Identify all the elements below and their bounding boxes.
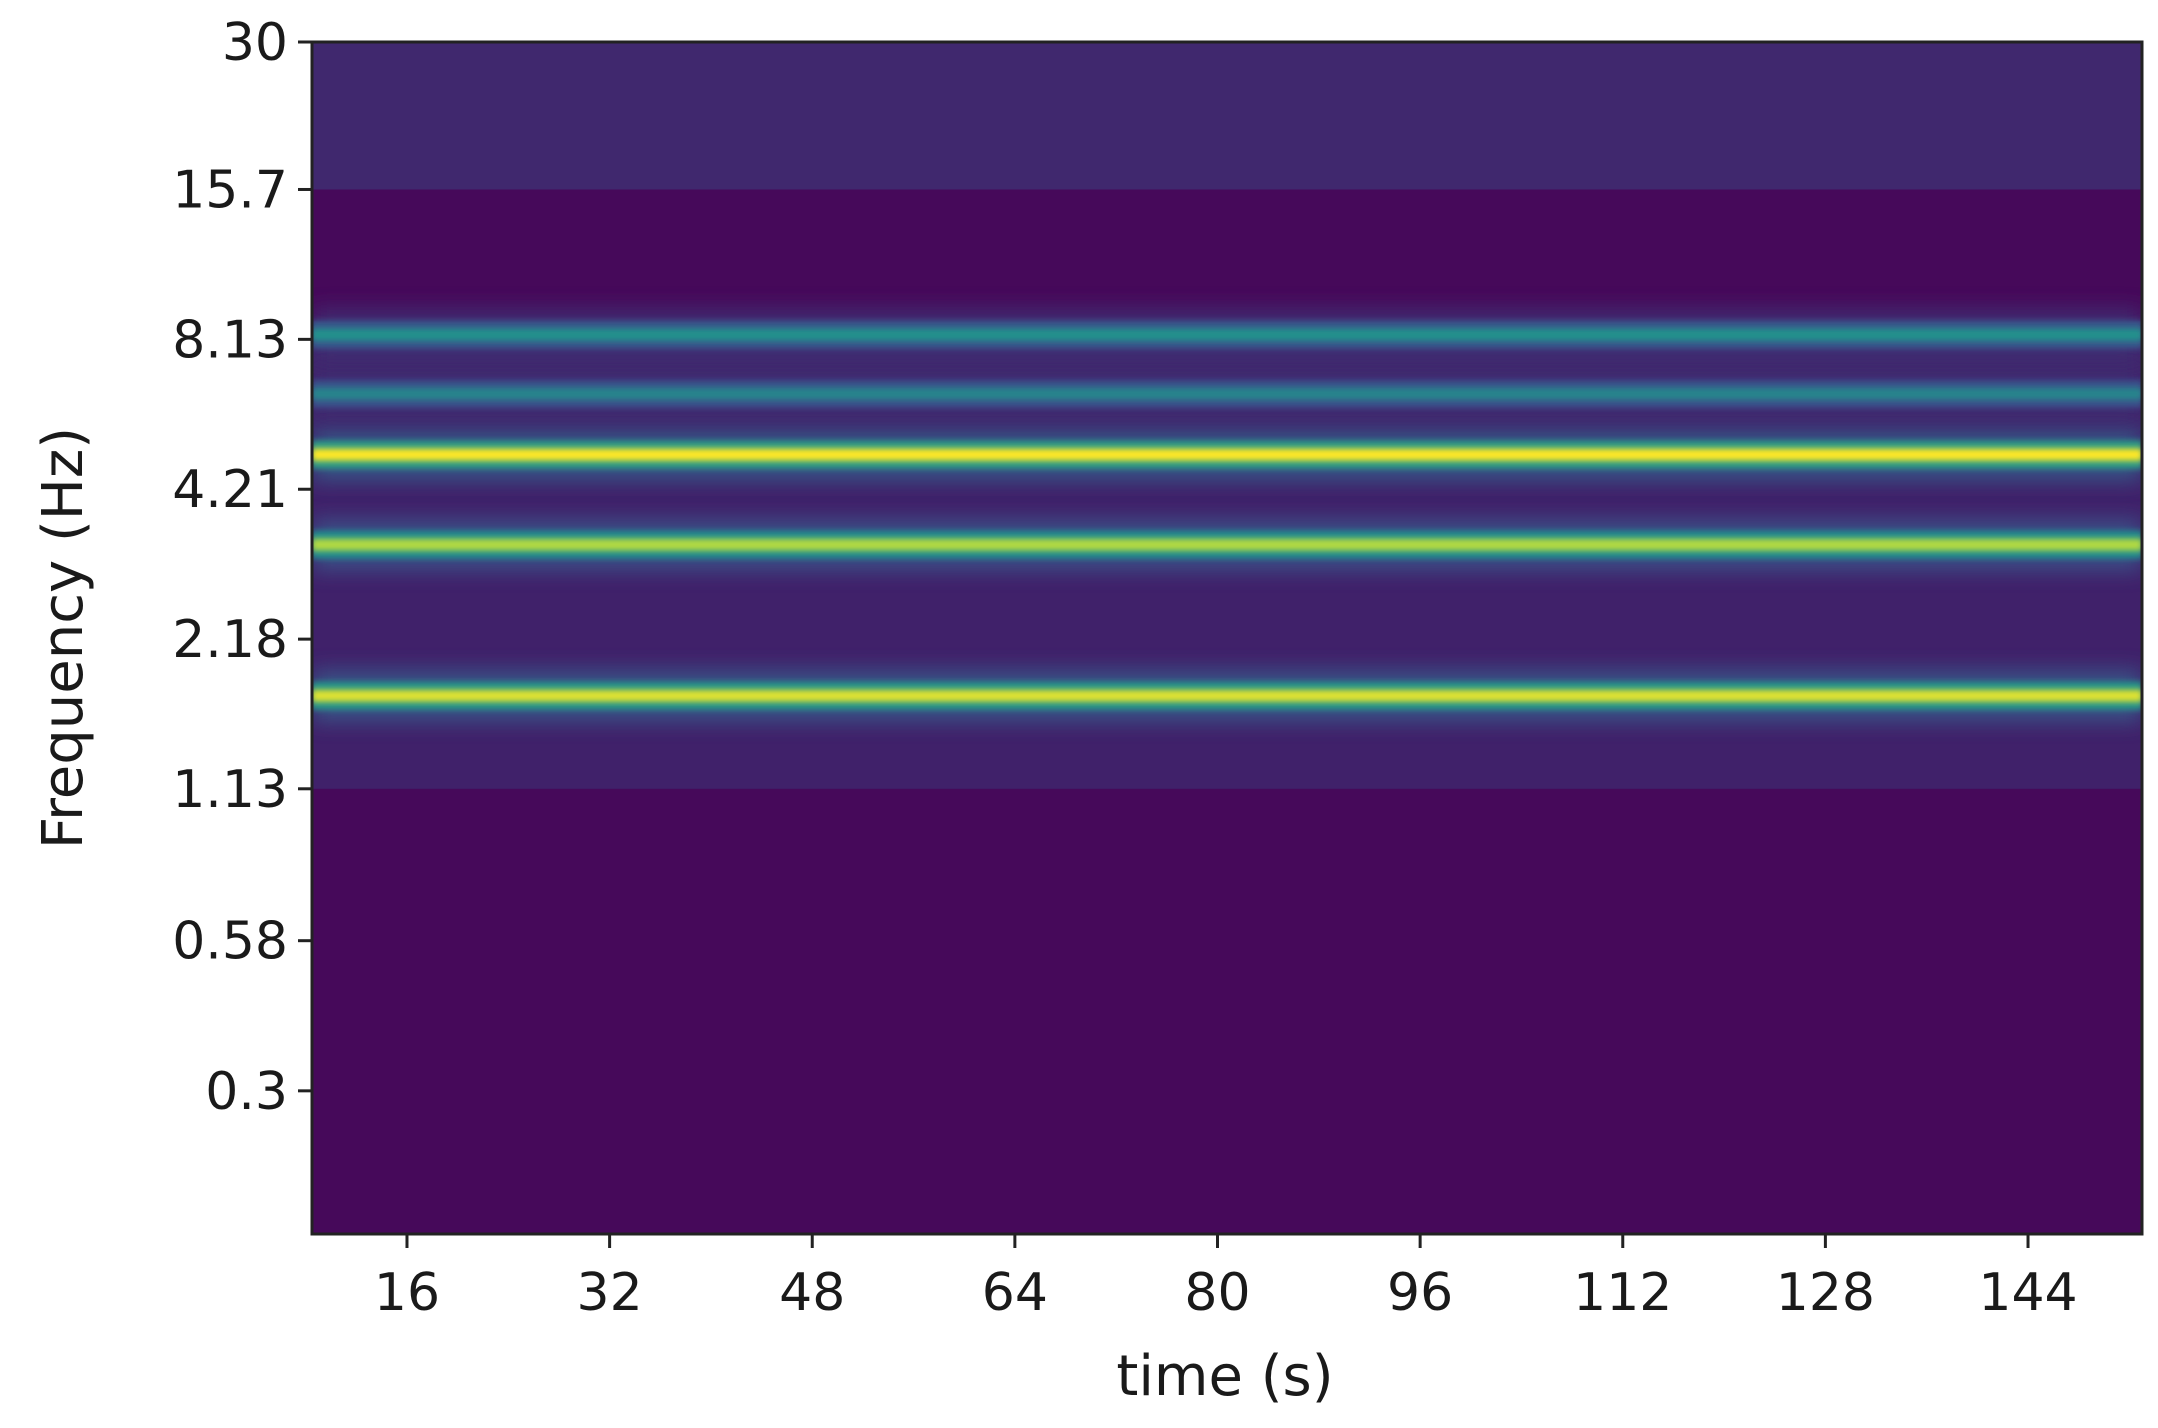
band-4 (312, 328, 2142, 341)
band-1 (312, 538, 2142, 551)
x-tick-label-4: 80 (1184, 1263, 1250, 1323)
x-tick-label-8: 144 (1978, 1263, 2077, 1323)
band-3 (312, 387, 2142, 400)
y-tick-label-7: 0.3 (205, 1062, 288, 1122)
y-tick-label-5: 1.13 (172, 760, 288, 820)
x-tick-label-2: 48 (779, 1263, 845, 1323)
x-tick-label-3: 64 (982, 1263, 1048, 1323)
x-tick-label-7: 128 (1776, 1263, 1875, 1323)
y-axis-label: Frequency (Hz) (31, 427, 96, 849)
plot-area (312, 42, 2142, 1234)
x-axis-label: time (s) (1116, 1344, 1333, 1409)
y-tick-label-2: 8.13 (172, 310, 288, 370)
intensity-region-0 (312, 42, 2142, 190)
y-tick-label-4: 2.18 (172, 610, 288, 670)
y-tick-label-0: 30 (222, 13, 288, 73)
x-axis: 16 32 48 64 80 96 112 128 144 (374, 1234, 2078, 1323)
x-tick-label-5: 96 (1387, 1263, 1453, 1323)
x-tick-label-0: 16 (374, 1263, 440, 1323)
x-tick-label-1: 32 (577, 1263, 643, 1323)
frequency-bands (312, 328, 2142, 702)
y-tick-label-1: 15.7 (172, 160, 288, 220)
band-0 (312, 689, 2142, 702)
y-axis: 30 15.7 8.13 4.21 2.18 1.13 0.58 0.3 (172, 13, 312, 1122)
band-2 (312, 448, 2142, 461)
y-tick-label-3: 4.21 (172, 460, 288, 520)
y-tick-label-6: 0.58 (172, 912, 288, 972)
x-tick-label-6: 112 (1573, 1263, 1672, 1323)
